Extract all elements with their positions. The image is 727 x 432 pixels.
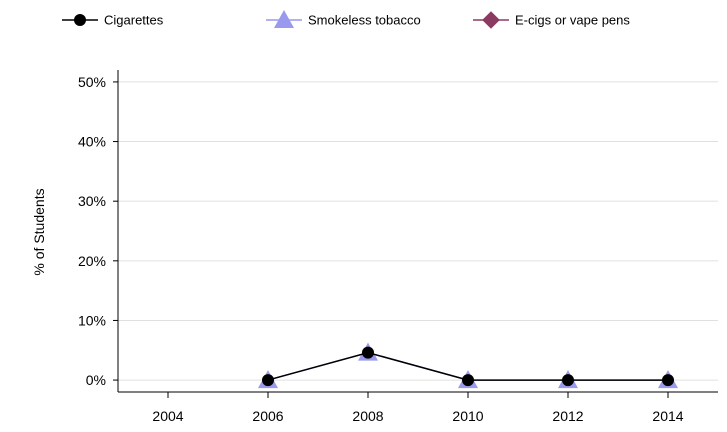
legend-label: Cigarettes (104, 13, 164, 28)
y-tick-label: 40% (78, 134, 106, 150)
data-point (362, 346, 374, 359)
legend-marker (482, 11, 500, 29)
x-tick-label: 2014 (652, 408, 683, 424)
legend: Cigarettes Smokeless tobacco E-cigs or vap… (62, 10, 630, 29)
data-point (262, 374, 274, 387)
series-layer (258, 342, 678, 389)
y-tick-label: 0% (86, 372, 106, 388)
data-point (662, 374, 674, 387)
data-point (462, 374, 474, 387)
y-axis-title: % of Students (31, 188, 47, 275)
x-tick-label: 2008 (352, 408, 383, 424)
x-tick-label: 2012 (552, 408, 583, 424)
legend-marker (274, 10, 294, 28)
data-point (562, 374, 574, 387)
x-tick-label: 2010 (452, 408, 483, 424)
y-tick-label: 20% (78, 253, 106, 269)
series-cigarettes (262, 346, 674, 387)
gridlines (118, 81, 718, 381)
x-tick-label: 2004 (152, 408, 183, 424)
y-tick-label: 30% (78, 193, 106, 209)
legend-label: Smokeless tobacco (308, 13, 421, 28)
legend-marker (74, 14, 86, 26)
y-tick-label: 50% (78, 74, 106, 90)
legend-item: Cigarettes (62, 13, 164, 28)
axes: 0% 10% 20% 30% 40% 50% 2004 2006 2008 2010 2012 201… (78, 70, 718, 424)
y-tick-label: 10% (78, 312, 106, 328)
legend-item: E-cigs or vape pens (473, 11, 630, 29)
legend-item: Smokeless tobacco (266, 10, 421, 28)
x-tick-label: 2006 (252, 408, 283, 424)
legend-label: E-cigs or vape pens (515, 13, 630, 28)
